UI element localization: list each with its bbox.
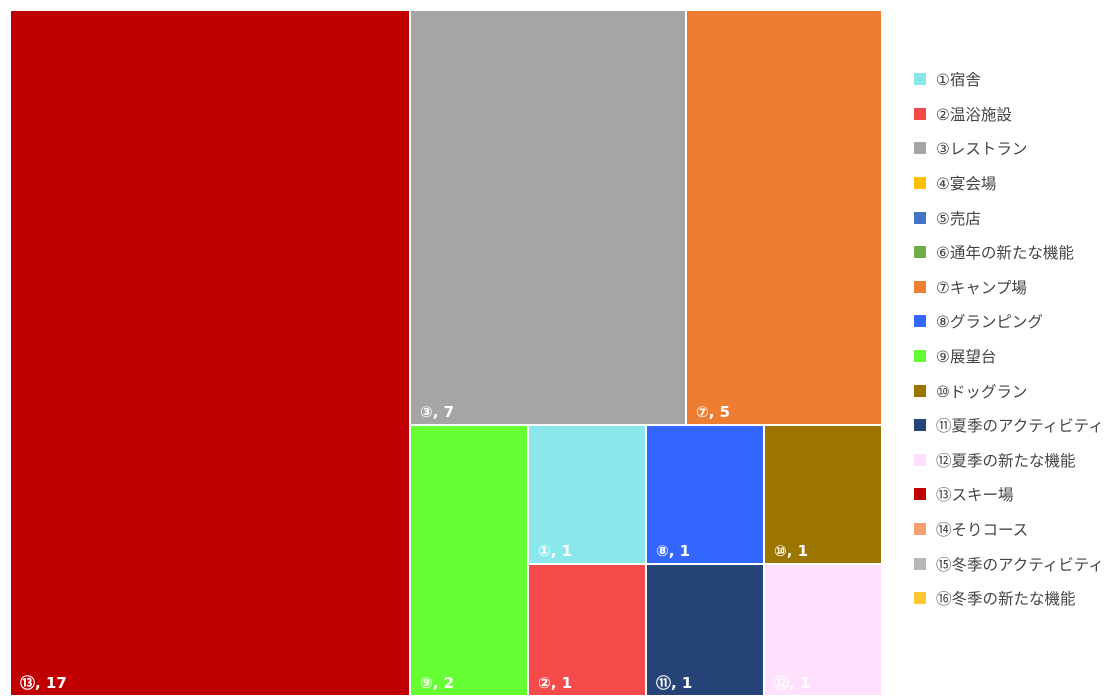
legend-label: ⑪夏季のアクティビティ [936,417,1104,436]
legend-item-11: ⑪夏季のアクティビティ [914,408,1104,443]
tile-label-7: ⑦, 5 [696,403,730,421]
tile-2 [527,563,647,697]
legend-item-5: ⑤売店 [914,200,1104,235]
legend-item-6: ⑥通年の新たな機能 [914,235,1104,270]
legend-swatch [914,384,926,397]
legend-item-3: ③レストラン [914,131,1104,166]
tile-label-1: ①, 1 [538,542,572,560]
legend-swatch [914,177,926,190]
tile-13 [9,9,411,697]
legend-swatch [914,350,926,363]
legend-swatch [914,419,926,432]
chart-legend: ①宿舎 ②温浴施設 ③レストラン ④宴会場 ⑤売店 ⑥通年の新たな機能 ⑦キャンプ場 ⑧グラン… [914,62,1104,616]
legend-swatch [914,453,926,466]
tile-label-3: ③, 7 [420,403,454,421]
tile-12 [763,563,883,697]
tile-3 [409,9,687,426]
tile-label-2: ②, 1 [538,674,572,692]
legend-item-9: ⑨展望台 [914,339,1104,374]
legend-swatch [914,142,926,155]
legend-item-14: ⑭そりコース [914,512,1104,547]
legend-label: ④宴会場 [936,175,997,194]
legend-item-4: ④宴会場 [914,166,1104,201]
legend-swatch [914,211,926,224]
tile-8 [645,424,765,565]
treemap-chart: ⑬, 17 ③, 7 ⑦, 5 ⑨, 2 ①, 1 ⑧, 1 ⑩, 1 ②, 1 ⑪, 1 ⑫, … [9,9,883,697]
legend-label: ⑭そりコース [936,521,1029,540]
legend-swatch [914,488,926,501]
legend-swatch [914,557,926,570]
legend-item-7: ⑦キャンプ場 [914,270,1104,305]
legend-label: ①宿舎 [936,71,981,90]
legend-item-12: ⑫夏季の新たな機能 [914,443,1104,478]
tile-10 [763,424,883,565]
legend-swatch [914,246,926,259]
tile-11 [645,563,765,697]
tile-label-10: ⑩, 1 [774,542,808,560]
legend-label: ②温浴施設 [936,105,1012,124]
legend-swatch [914,592,926,605]
legend-swatch [914,315,926,328]
tile-label-12: ⑫, 1 [774,674,810,692]
legend-swatch [914,523,926,536]
legend-label: ⑩ドッグラン [936,382,1028,401]
legend-swatch [914,73,926,86]
tile-label-9: ⑨, 2 [420,674,454,692]
legend-item-16: ⑯冬季の新たな機能 [914,581,1104,616]
legend-item-13: ⑬スキー場 [914,477,1104,512]
legend-item-10: ⑩ドッグラン [914,373,1104,408]
legend-label: ③レストラン [936,140,1028,159]
legend-label: ⑦キャンプ場 [936,278,1027,297]
legend-item-1: ①宿舎 [914,62,1104,97]
legend-item-15: ⑮冬季のアクティビティ [914,546,1104,581]
tile-7 [685,9,883,426]
legend-label: ⑫夏季の新たな機能 [936,451,1076,470]
legend-swatch [914,107,926,120]
legend-label: ⑬スキー場 [936,486,1014,505]
tile-label-13: ⑬, 17 [20,674,67,692]
tile-9 [409,424,529,697]
tile-label-11: ⑪, 1 [656,674,692,692]
legend-item-8: ⑧グランピング [914,304,1104,339]
legend-swatch [914,280,926,293]
tile-label-8: ⑧, 1 [656,542,690,560]
legend-label: ⑮冬季のアクティビティ [936,555,1104,574]
legend-label: ⑧グランピング [936,313,1043,332]
legend-label: ⑯冬季の新たな機能 [936,590,1076,609]
legend-label: ⑤売店 [936,209,981,228]
legend-label: ⑥通年の新たな機能 [936,244,1074,263]
legend-item-2: ②温浴施設 [914,97,1104,132]
tile-1 [527,424,647,565]
legend-label: ⑨展望台 [936,348,997,367]
